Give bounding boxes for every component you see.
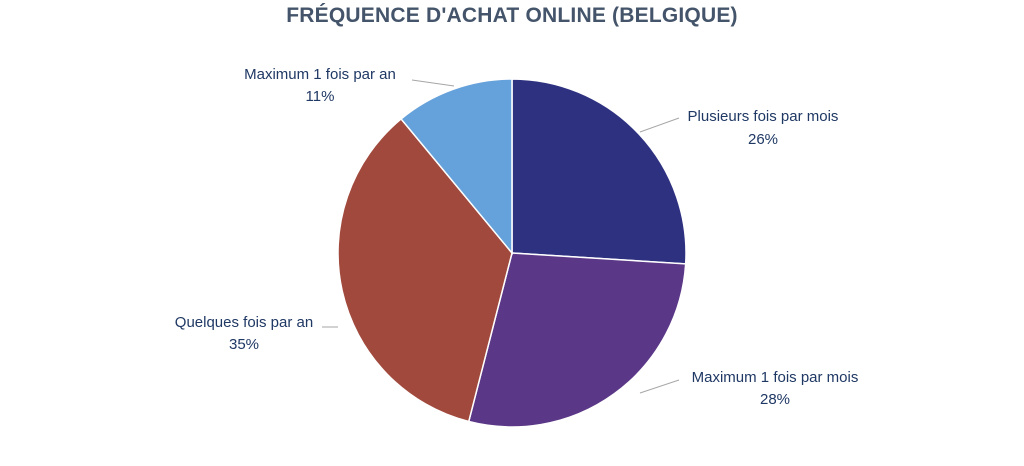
leader-line-1 — [639, 117, 680, 133]
leader-line-2 — [639, 379, 680, 394]
slice-label-4: Maximum 1 fois par an — [244, 66, 396, 83]
slice-label-2: Maximum 1 fois par mois — [692, 369, 859, 386]
leader-line-4 — [411, 79, 455, 87]
pie-slice-3 — [337, 117, 513, 423]
pie-slice-2 — [467, 252, 687, 428]
slice-value-label-2: 28% — [760, 391, 790, 408]
chart-title: FRÉQUENCE D'ACHAT ONLINE (BELGIQUE) — [286, 4, 738, 27]
pie-slice-1 — [511, 78, 687, 265]
slice-value-label-4: 11% — [306, 88, 335, 105]
slice-value-label-3: 35% — [229, 336, 259, 353]
pie-slice-4 — [400, 78, 513, 256]
slice-label-3: Quelques fois par an — [175, 314, 313, 331]
slice-value-label-1: 26% — [748, 131, 778, 148]
slice-label-1: Plusieurs fois par mois — [688, 108, 839, 125]
